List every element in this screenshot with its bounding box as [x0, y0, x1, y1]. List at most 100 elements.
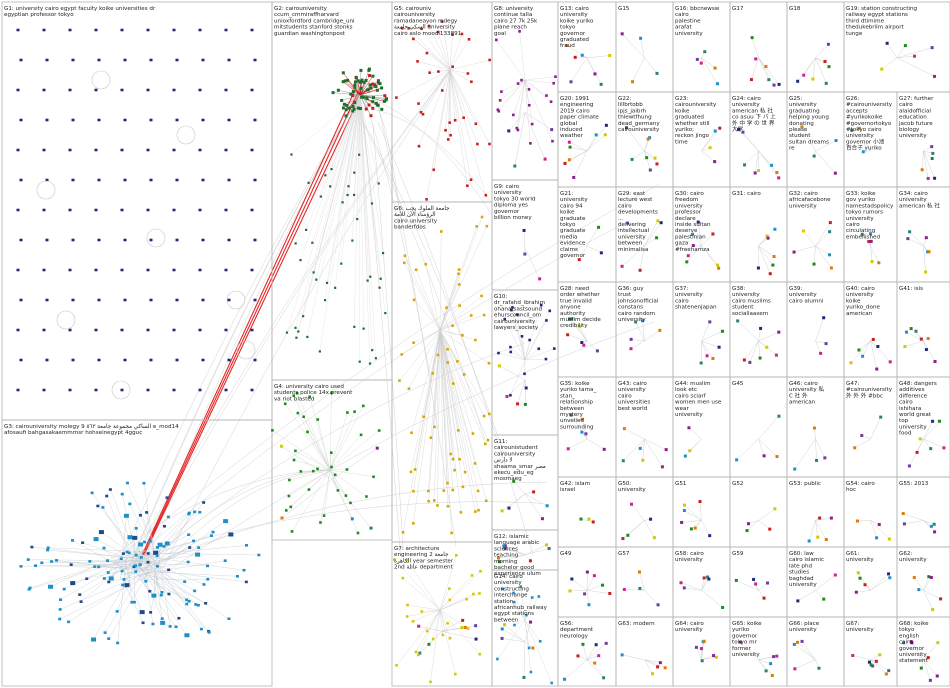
- edge: [503, 545, 526, 555]
- node: [27, 588, 31, 591]
- edge: [500, 79, 526, 101]
- group-label: G29: east lecture west cairo developments..…: [618, 191, 658, 253]
- node: [877, 523, 881, 527]
- node: [132, 600, 136, 604]
- edge: [122, 568, 143, 613]
- node: [545, 319, 548, 322]
- edge: [524, 493, 548, 506]
- node: [768, 527, 772, 531]
- node: [479, 569, 482, 573]
- node: [19, 118, 23, 122]
- edge: [359, 94, 384, 253]
- edge: [331, 447, 378, 480]
- node: [146, 268, 150, 272]
- edge: [439, 329, 448, 350]
- node: [414, 268, 418, 272]
- group-label: G11: cairounistudent cairouniversity لا دار…: [494, 439, 546, 482]
- node: [71, 118, 75, 122]
- edge: [439, 329, 476, 512]
- node: [297, 330, 300, 333]
- edge: [698, 222, 702, 246]
- edge: [449, 69, 478, 145]
- edge: [159, 574, 230, 619]
- edge: [305, 94, 361, 230]
- edge: [586, 438, 605, 450]
- node: [664, 448, 668, 452]
- node: [412, 489, 415, 493]
- edge: [359, 94, 364, 329]
- edge: [359, 94, 368, 281]
- node: [55, 559, 59, 562]
- edge: [146, 575, 190, 602]
- node: [582, 343, 586, 347]
- edge: [568, 438, 588, 449]
- edge: [701, 590, 723, 608]
- node: [660, 465, 664, 469]
- edge: [417, 61, 451, 71]
- edge: [124, 555, 142, 558]
- node: [552, 81, 555, 85]
- edge: [701, 340, 720, 348]
- node: [174, 625, 178, 629]
- node: [513, 623, 516, 627]
- node: [425, 629, 429, 633]
- node: [815, 458, 819, 462]
- edge: [813, 245, 816, 265]
- node: [583, 592, 587, 596]
- node: [68, 328, 72, 332]
- node: [770, 673, 774, 677]
- node: [446, 621, 449, 625]
- node: [403, 254, 407, 258]
- edge: [108, 556, 122, 573]
- edge: [520, 586, 526, 621]
- node: [917, 588, 921, 592]
- node: [71, 358, 75, 362]
- node: [344, 494, 348, 497]
- node: [515, 126, 519, 130]
- group-label: G43: cairo university cairo universities bes…: [618, 381, 650, 412]
- group-label: G38: university cairo muslims student social…: [732, 286, 771, 317]
- edge: [524, 79, 531, 144]
- edge: [701, 57, 718, 84]
- node: [378, 286, 381, 289]
- node: [530, 596, 534, 599]
- node: [417, 144, 421, 148]
- node: [501, 587, 505, 591]
- node: [250, 208, 254, 212]
- edge: [815, 150, 836, 174]
- node: [819, 351, 823, 355]
- node: [829, 266, 833, 270]
- node: [933, 360, 937, 364]
- edge: [644, 659, 666, 668]
- node: [406, 558, 409, 562]
- node: [120, 28, 124, 32]
- node: [928, 678, 932, 682]
- edge: [749, 340, 759, 363]
- node: [425, 51, 429, 55]
- node: [691, 244, 695, 248]
- node: [379, 277, 382, 280]
- node: [358, 107, 362, 111]
- node: [516, 128, 520, 132]
- node: [462, 116, 465, 120]
- node: [168, 625, 172, 628]
- node: [752, 577, 756, 581]
- node: [512, 479, 516, 483]
- node: [503, 547, 507, 551]
- node: [148, 539, 152, 543]
- node: [801, 229, 805, 233]
- node: [19, 358, 23, 362]
- group-label: G24: cairo university american 私 社 co asuu …: [732, 96, 776, 133]
- node: [194, 603, 198, 606]
- edge: [815, 520, 818, 538]
- node: [417, 653, 420, 657]
- node: [599, 82, 603, 86]
- node: [713, 66, 717, 70]
- node: [568, 317, 572, 321]
- edge: [439, 609, 448, 624]
- edge: [815, 340, 827, 344]
- edge: [524, 79, 533, 125]
- node: [645, 156, 649, 160]
- node: [376, 79, 380, 83]
- edge: [428, 25, 451, 71]
